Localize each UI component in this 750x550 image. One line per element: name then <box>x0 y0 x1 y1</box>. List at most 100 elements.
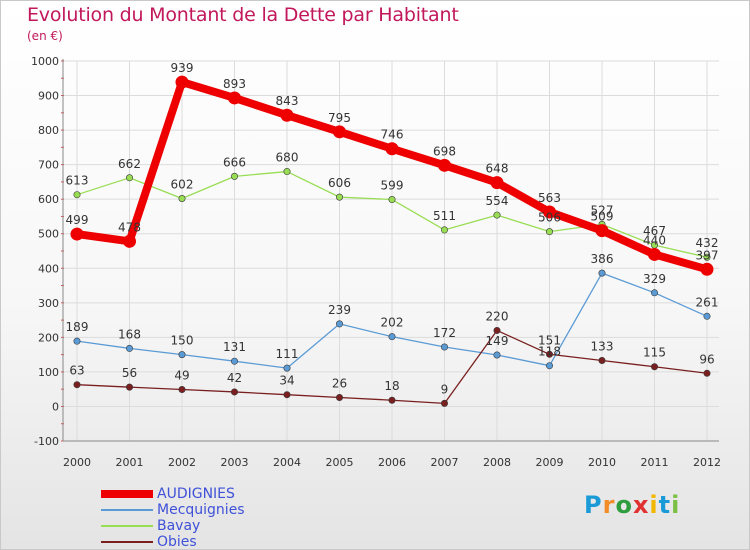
data-label-bavay: 666 <box>223 155 246 169</box>
proxiti-logo: Proxiti <box>584 491 680 519</box>
chart-subtitle: (en €) <box>27 29 63 43</box>
y-tick-label: 200 <box>38 331 59 344</box>
data-label-audignies: 648 <box>486 162 509 176</box>
logo-letter: r <box>602 491 616 519</box>
data-label-audignies: 795 <box>328 111 351 125</box>
data-label-bavay: 506 <box>538 211 561 225</box>
logo-letter: t <box>658 491 672 519</box>
data-label-audignies: 746 <box>381 128 404 142</box>
data-label-mecquignies: 386 <box>591 252 614 266</box>
x-tick-label: 2003 <box>221 456 249 469</box>
data-label-audignies: 893 <box>223 77 246 91</box>
data-label-mecquignies: 111 <box>276 347 299 361</box>
x-tick-label: 2011 <box>641 456 669 469</box>
y-tick-label: 100 <box>38 366 59 379</box>
data-label-obies: 133 <box>591 340 614 354</box>
data-point-mecquignies <box>126 344 134 352</box>
data-point-audignies <box>228 91 241 105</box>
data-point-audignies <box>438 158 451 172</box>
data-point-mecquignies <box>545 362 553 370</box>
data-label-audignies: 499 <box>66 213 89 227</box>
data-point-bavay <box>335 193 343 201</box>
data-label-obies: 9 <box>441 382 449 396</box>
data-point-audignies <box>490 176 504 190</box>
data-label-mecquignies: 329 <box>643 272 666 286</box>
data-label-bavay: 432 <box>696 236 719 250</box>
x-tick-label: 2009 <box>536 456 564 469</box>
y-tick-label: 700 <box>38 159 59 172</box>
legend-swatch <box>101 509 153 511</box>
data-point-bavay <box>283 168 291 176</box>
data-label-obies: 151 <box>538 333 561 347</box>
data-point-audignies <box>543 205 556 219</box>
x-tick-label: 2007 <box>431 456 459 469</box>
data-point-obies <box>545 350 553 358</box>
x-tick-label: 2002 <box>168 456 196 469</box>
data-point-mecquignies <box>388 333 396 341</box>
y-tick-label: 300 <box>38 297 59 310</box>
data-point-mecquignies <box>283 364 291 372</box>
data-label-mecquignies: 118 <box>538 345 561 359</box>
data-point-obies <box>126 383 134 391</box>
data-point-bavay <box>126 174 134 182</box>
data-label-audignies: 843 <box>276 94 299 108</box>
data-label-audignies: 478 <box>118 220 141 234</box>
y-tick-label: 500 <box>38 228 59 241</box>
data-label-bavay: 606 <box>328 176 351 190</box>
x-tick-label: 2005 <box>326 456 354 469</box>
data-point-audignies <box>333 125 346 139</box>
data-point-mecquignies <box>703 312 711 320</box>
data-point-obies <box>493 326 501 334</box>
data-point-mecquignies <box>440 343 448 351</box>
data-point-mecquignies <box>178 351 186 359</box>
data-point-obies <box>703 369 711 377</box>
data-point-obies <box>283 391 291 399</box>
data-label-bavay: 511 <box>433 209 456 223</box>
legend-label: Obies <box>157 534 197 550</box>
data-point-bavay <box>231 172 239 180</box>
data-point-bavay <box>493 211 501 219</box>
data-label-audignies: 397 <box>696 248 719 262</box>
data-point-bavay <box>545 228 553 236</box>
data-point-obies <box>440 399 448 407</box>
data-point-obies <box>335 393 343 401</box>
legend-label: AUDIGNIES <box>157 486 235 502</box>
x-tick-label: 2012 <box>693 456 721 469</box>
y-tick-label: 0 <box>52 400 59 413</box>
data-point-obies <box>73 381 81 389</box>
data-point-audignies <box>175 75 189 89</box>
data-point-audignies <box>385 142 399 156</box>
data-label-obies: 115 <box>643 346 666 360</box>
data-label-bavay: 613 <box>66 174 89 188</box>
data-point-audignies <box>280 108 294 122</box>
logo-letter: i <box>649 491 659 519</box>
data-point-audignies <box>70 227 84 241</box>
data-point-bavay <box>73 191 81 199</box>
data-point-bavay <box>703 253 711 261</box>
data-point-obies <box>231 388 239 396</box>
chart-title: Evolution du Montant de la Dette par Hab… <box>27 4 459 26</box>
data-label-bavay: 602 <box>171 177 194 191</box>
data-point-mecquignies <box>231 357 239 365</box>
data-label-obies: 34 <box>279 374 294 388</box>
data-point-obies <box>598 357 606 365</box>
data-label-audignies: 509 <box>591 210 614 224</box>
y-tick-label: 800 <box>38 124 59 137</box>
data-label-obies: 26 <box>332 376 347 390</box>
data-label-obies: 63 <box>69 364 84 378</box>
data-label-mecquignies: 261 <box>696 295 719 309</box>
y-tick-label: 600 <box>38 193 59 206</box>
y-tick-label: 1000 <box>31 55 59 68</box>
data-label-mecquignies: 150 <box>171 334 194 348</box>
data-point-bavay <box>440 226 448 234</box>
logo-letter: i <box>671 491 681 519</box>
x-tick-label: 2001 <box>116 456 144 469</box>
legend-swatch <box>101 541 153 543</box>
data-label-bavay: 467 <box>643 224 666 238</box>
data-label-bavay: 662 <box>118 157 141 171</box>
data-label-audignies: 563 <box>538 191 561 205</box>
data-label-mecquignies: 172 <box>433 326 456 340</box>
y-tick-label: 400 <box>38 262 59 275</box>
